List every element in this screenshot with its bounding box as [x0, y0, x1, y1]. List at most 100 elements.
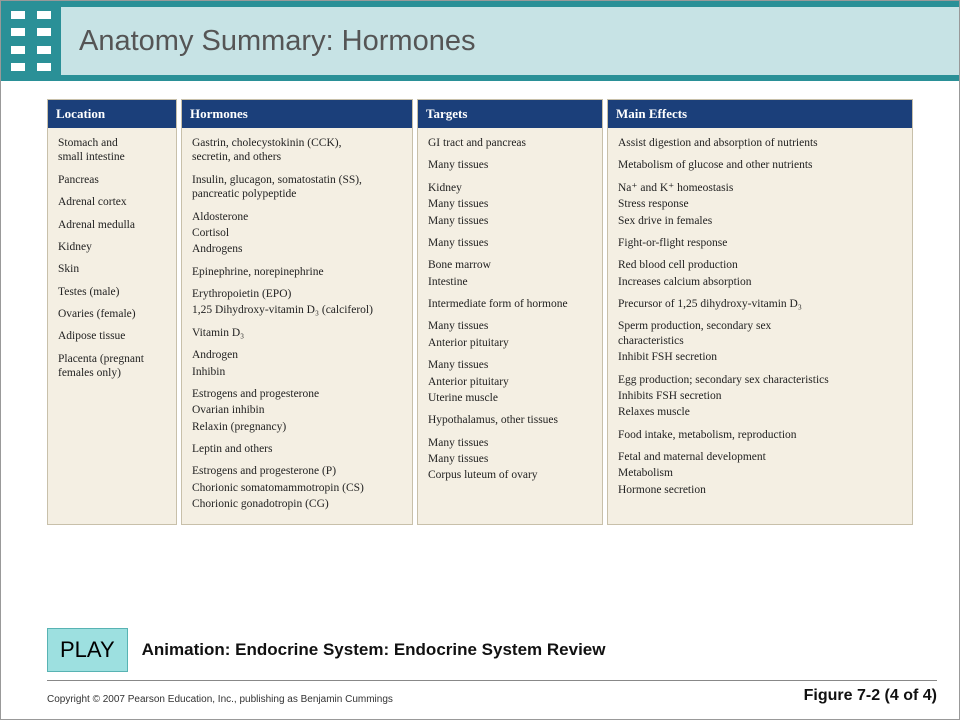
- table-cell: Many tissues: [428, 319, 596, 333]
- table-cell: Adrenal medulla: [58, 218, 170, 232]
- table-cell: Assist digestion and absorption of nutri…: [618, 136, 906, 150]
- table-cell: Chorionic somatomammotropin (CS): [192, 481, 406, 495]
- row-group: Skin: [58, 262, 170, 276]
- figure-number: Figure 7-2 (4 of 4): [804, 687, 937, 705]
- table-cell: Stomach and small intestine: [58, 136, 170, 165]
- table-cell: Bone marrow: [428, 258, 596, 272]
- row-group: Many tissues Anterior pituitary: [428, 319, 596, 350]
- table-cell: Estrogens and progesterone: [192, 387, 406, 401]
- table-cell: Hypothalamus, other tissues: [428, 413, 596, 427]
- table-cell: Many tissues: [428, 236, 596, 250]
- table-cell: Many tissues: [428, 436, 596, 450]
- play-button[interactable]: PLAY: [47, 628, 128, 672]
- table-cell: Adipose tissue: [58, 329, 170, 343]
- table-column: HormonesGastrin, cholecystokinin (CCK), …: [181, 99, 413, 525]
- row-group: Hypothalamus, other tissues: [428, 413, 596, 427]
- table-cell: Many tissues: [428, 452, 596, 466]
- table-cell: Ovaries (female): [58, 307, 170, 321]
- table-cell: GI tract and pancreas: [428, 136, 596, 150]
- table-cell: Anterior pituitary: [428, 375, 596, 389]
- table-cell: Uterine muscle: [428, 391, 596, 405]
- table-cell: Adrenal cortex: [58, 195, 170, 209]
- table-cell: Vitamin D₃: [192, 326, 406, 340]
- row-group: Bone marrow Intestine: [428, 258, 596, 289]
- table-cell: Kidney: [58, 240, 170, 254]
- slide-frame: Anatomy Summary: Hormones LocationStomac…: [0, 0, 960, 720]
- table-cell: Chorionic gonadotropin (CG): [192, 497, 406, 511]
- row-group: Estrogens and progesterone (P) Chorionic …: [192, 464, 406, 511]
- table-cell: Placenta (pregnant females only): [58, 352, 170, 381]
- table-cell: 1,25 Dihydroxy-vitamin D₃ (calciferol): [192, 303, 406, 317]
- table-cell: Hormone secretion: [618, 483, 906, 497]
- table-cell: Precursor of 1,25 dihydroxy-vitamin D₃: [618, 297, 906, 311]
- row-group: Assist digestion and absorption of nutri…: [618, 136, 906, 150]
- table-cell: Ovarian inhibin: [192, 403, 406, 417]
- table-cell: Leptin and others: [192, 442, 406, 456]
- table-cell: Many tissues: [428, 158, 596, 172]
- table-cell: Estrogens and progesterone (P): [192, 464, 406, 478]
- table-cell: Aldosterone: [192, 210, 406, 224]
- play-row: PLAY Animation: Endocrine System: Endocr…: [47, 622, 937, 681]
- table-cell: Fight-or-flight response: [618, 236, 906, 250]
- row-group: Gastrin, cholecystokinin (CCK), secretin…: [192, 136, 406, 165]
- row-group: Pancreas: [58, 173, 170, 187]
- content-area: Location Stomach and small intestine Pancr…: [1, 81, 959, 525]
- row-group: Red blood cell production Increases calci…: [618, 258, 906, 289]
- row-group: Precursor of 1,25 dihydroxy-vitamin D₃: [618, 297, 906, 311]
- below-row: Copyright © 2007 Pearson Education, Inc.…: [47, 687, 937, 705]
- table-cell: Testes (male): [58, 285, 170, 299]
- row-group: Epinephrine, norepinephrine: [192, 265, 406, 279]
- table-cell: Fetal and maternal development: [618, 450, 906, 464]
- table-cell: Sperm production, secondary sex characte…: [618, 319, 906, 348]
- row-group: Leptin and others: [192, 442, 406, 456]
- table-cell: Insulin, glucagon, somatostatin (SS), pa…: [192, 173, 406, 202]
- table-cell: Erythropoietin (EPO): [192, 287, 406, 301]
- table-cell: Increases calcium absorption: [618, 275, 906, 289]
- row-group: Placenta (pregnant females only): [58, 352, 170, 381]
- column-body: Stomach and small intestine Pancreas Adren…: [48, 128, 176, 393]
- table-cell: Anterior pituitary: [428, 336, 596, 350]
- table-column: Targets GI tract and pancreas Many tissue…: [417, 99, 603, 525]
- table-cell: Metabolism: [618, 466, 906, 480]
- table-cell: Relaxes muscle: [618, 405, 906, 419]
- table-cell: Androgen: [192, 348, 406, 362]
- table-cell: Sex drive in females: [618, 214, 906, 228]
- header-bar: Anatomy Summary: Hormones: [1, 1, 959, 81]
- table-cell: Many tissues: [428, 358, 596, 372]
- row-group: Stomach and small intestine: [58, 136, 170, 165]
- table-cell: Red blood cell production: [618, 258, 906, 272]
- table-cell: Cortisol: [192, 226, 406, 240]
- row-group: Aldosterone Cortisol Androgens: [192, 210, 406, 257]
- table-cell: Skin: [58, 262, 170, 276]
- copyright-text: Copyright © 2007 Pearson Education, Inc.…: [47, 694, 393, 705]
- table-cell: Many tissues: [428, 197, 596, 211]
- row-group: Many tissues: [428, 158, 596, 172]
- row-group: Vitamin D₃: [192, 326, 406, 340]
- table-cell: Food intake, metabolism, reproduction: [618, 428, 906, 442]
- table-column: Main Effects Assist digestion and absorpt…: [607, 99, 913, 525]
- table-cell: Many tissues: [428, 214, 596, 228]
- column-header: Main Effects: [608, 100, 912, 128]
- table-cell: Inhibit FSH secretion: [618, 350, 906, 364]
- table-cell: Relaxin (pregnancy): [192, 420, 406, 434]
- row-group: Fight-or-flight response: [618, 236, 906, 250]
- table-cell: Kidney: [428, 181, 596, 195]
- row-group: Estrogens and progesterone Ovarian inhibi…: [192, 387, 406, 434]
- row-group: Fetal and maternal development Metabolism…: [618, 450, 906, 497]
- row-group: Metabolism of glucose and other nutrient…: [618, 158, 906, 172]
- row-group: Insulin, glucagon, somatostatin (SS), pa…: [192, 173, 406, 202]
- row-group: Adipose tissue: [58, 329, 170, 343]
- column-header: Targets: [418, 100, 602, 128]
- row-group: Kidney Many tissues Many tissues: [428, 181, 596, 228]
- column-header: Location: [48, 100, 176, 128]
- row-group: Many tissuesMany tissuesCorpus luteum of…: [428, 436, 596, 483]
- row-group: Intermediate form of hormone: [428, 297, 596, 311]
- row-group: Testes (male): [58, 285, 170, 299]
- table-cell: Androgens: [192, 242, 406, 256]
- table-cell: Intestine: [428, 275, 596, 289]
- row-group: Food intake, metabolism, reproduction: [618, 428, 906, 442]
- row-group: Ovaries (female): [58, 307, 170, 321]
- table-cell: Epinephrine, norepinephrine: [192, 265, 406, 279]
- row-group: Egg production; secondary sex characteri…: [618, 373, 906, 420]
- table-cell: Pancreas: [58, 173, 170, 187]
